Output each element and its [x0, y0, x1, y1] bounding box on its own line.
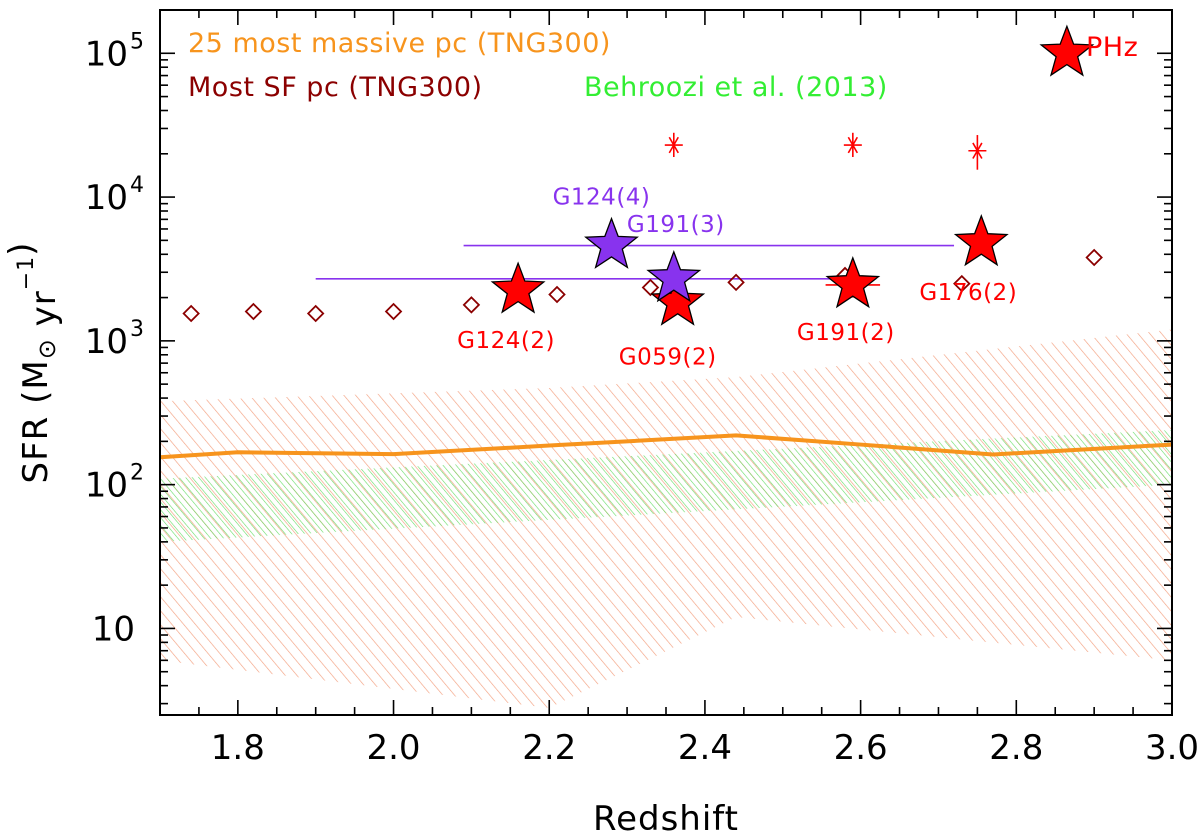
x-tick-label: 3.0: [1145, 728, 1199, 768]
star-label: G124(4): [553, 185, 651, 211]
star-label: G176(2): [919, 280, 1017, 306]
y-axis-title-part: ⊙: [33, 338, 61, 359]
tng300-median-line: [160, 433, 1172, 460]
y-axis-title: SFR (M⊙ yr−1): [2, 242, 64, 484]
most-sf-pc-diamond: [182, 304, 200, 323]
y-tick-label: 10: [92, 609, 135, 649]
y-tick-label: 10: [85, 34, 128, 74]
most-sf-pc-diamond: [244, 302, 263, 321]
y-tick-label: 10: [85, 466, 128, 506]
y-tick-exponent: 3: [130, 317, 144, 342]
most-sf-pc-diamond: [641, 278, 660, 297]
y-tick-exponent: 5: [130, 29, 144, 54]
most-sf-pc-diamond: [953, 274, 971, 293]
y-axis-title-part: ): [2, 242, 42, 256]
y-axis-title-part: yr: [24, 290, 64, 338]
legend-behroozi: Behroozi et al. (2013): [584, 72, 888, 103]
x-tick-label: 1.8: [211, 728, 265, 768]
y-tick-exponent: 2: [130, 461, 144, 486]
legend-phz: PHz: [1086, 32, 1138, 63]
star-g1913: [646, 249, 702, 303]
most-sf-pc-diamond: [384, 302, 403, 321]
phz-asterisk: [664, 136, 683, 154]
x-tick-label: 2.6: [834, 728, 888, 768]
y-tick-label: 10: [85, 178, 128, 218]
most-sf-pc-diamond: [1085, 248, 1103, 267]
y-tick-exponent: 4: [130, 173, 144, 198]
x-tick-label: 2.4: [678, 728, 732, 768]
star-g1912: [825, 256, 881, 309]
y-axis-title-part: SFR (M: [16, 359, 56, 483]
phz-legend-star: [1039, 24, 1095, 77]
star-g1244: [584, 216, 639, 269]
star-label: G059(2): [619, 344, 717, 370]
x-axis-title: Redshift: [593, 799, 739, 838]
legend-tng300-massive: 25 most massive pc (TNG300): [188, 28, 611, 59]
most-sf-pc-diamond: [462, 296, 481, 314]
behroozi-band: [160, 429, 1172, 542]
legend-most-sf-pc: Most SF pc (TNG300): [188, 72, 483, 103]
most-sf-pc-diamond: [548, 285, 566, 304]
x-tick-label: 2.8: [989, 728, 1043, 768]
star-g1242: [490, 261, 546, 314]
star-g1762: [953, 214, 1009, 267]
most-sf-pc-diamond: [306, 304, 325, 323]
y-tick-label: 10: [85, 322, 128, 362]
phz-asterisk: [968, 142, 987, 159]
x-tick-label: 2.0: [366, 728, 420, 768]
star-label: G191(2): [797, 320, 895, 346]
tng300-range-band: [160, 329, 1172, 708]
star-label: G124(2): [457, 328, 555, 354]
star-label: G191(3): [627, 212, 725, 238]
most-sf-pc-diamond: [727, 273, 745, 292]
y-axis-title-part: −1: [14, 256, 39, 290]
phz-asterisk: [843, 136, 862, 154]
x-tick-label: 2.2: [522, 728, 576, 768]
star-g0592: [650, 273, 706, 326]
